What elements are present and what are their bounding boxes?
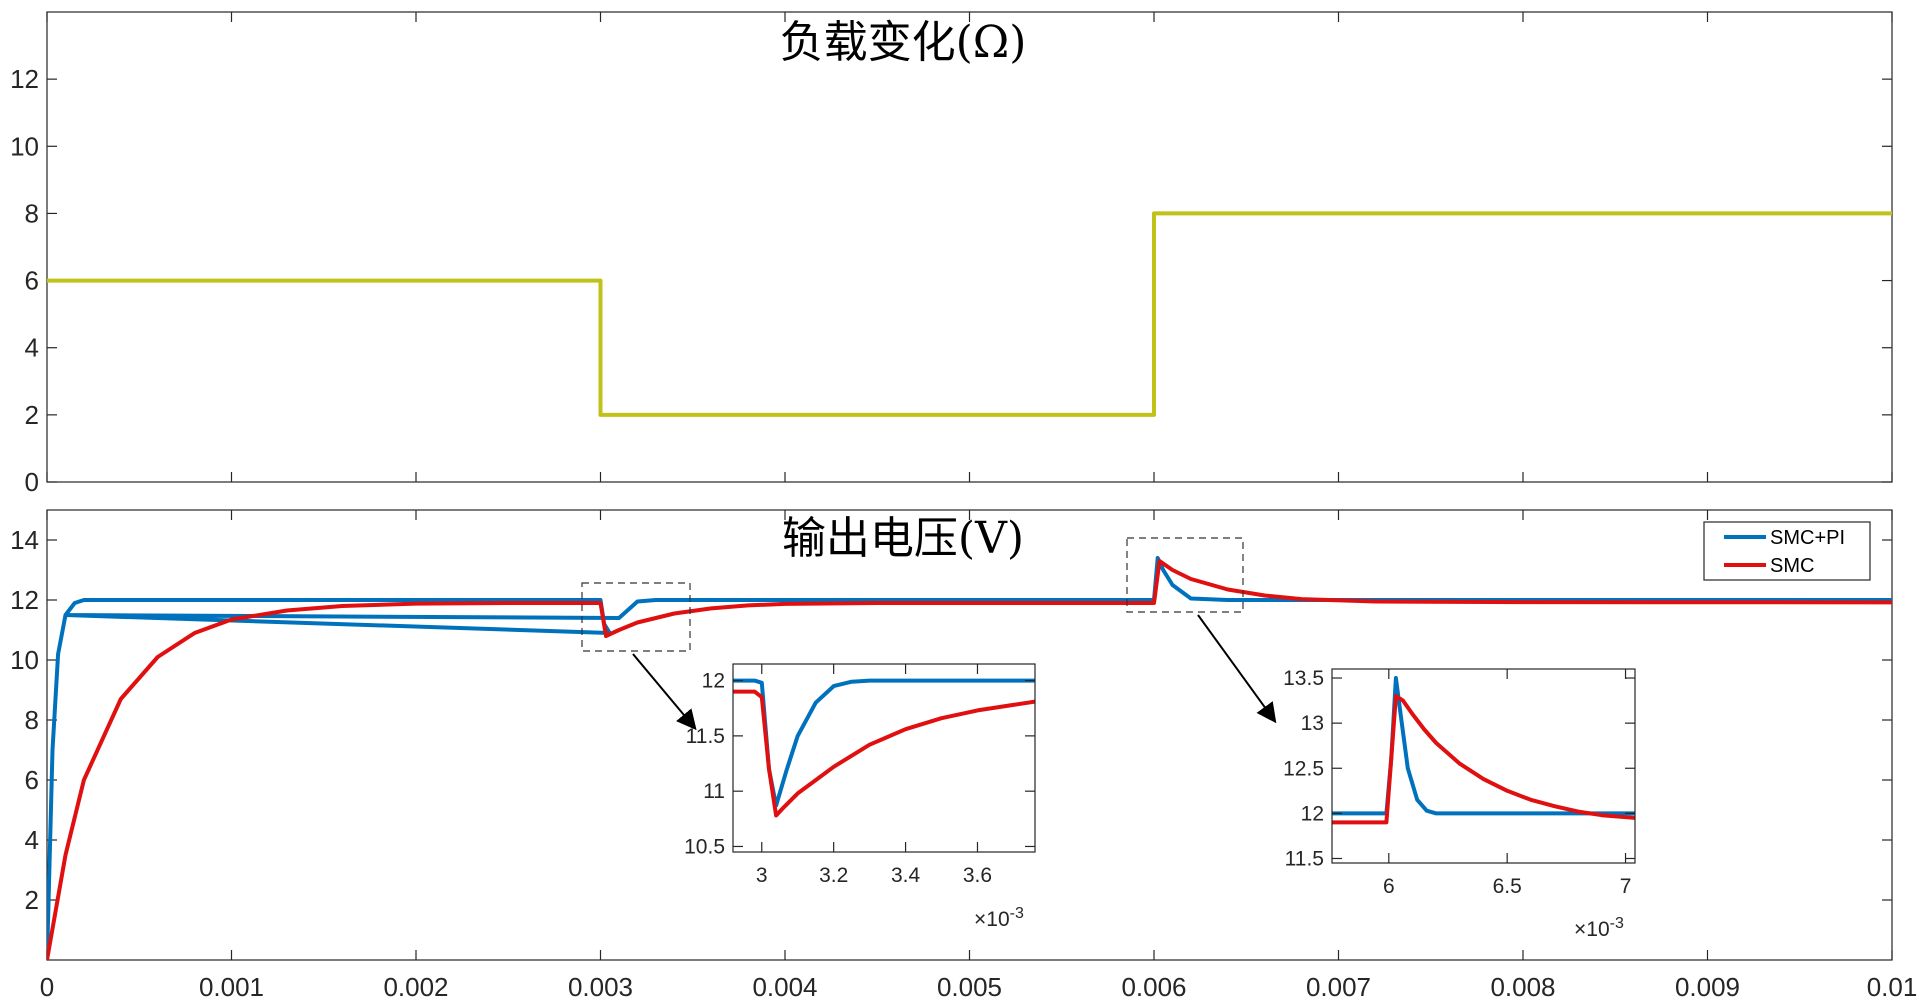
bottom-ytick-label: 2 xyxy=(25,885,39,915)
inset-2-xtick-label: 6.5 xyxy=(1493,875,1522,898)
legend-box xyxy=(1703,521,1871,581)
top-ytick-label: 12 xyxy=(10,64,39,94)
inset-2-ytick-label: 13.5 xyxy=(1283,667,1324,690)
inset-1-ytick-label: 10.5 xyxy=(684,835,725,858)
top-y-ticks: 0 2 4 6 8 10 12 xyxy=(10,64,1892,497)
inset-1-frame xyxy=(732,663,1036,853)
top-ytick-label: 0 xyxy=(25,467,39,497)
bottom-xtick-label: 0.01 xyxy=(1867,972,1918,1002)
inset-1-exponent: ×10-3 xyxy=(974,905,1024,931)
inset-2-xtick-label: 7 xyxy=(1620,875,1632,898)
inset-2-exponent: ×10-3 xyxy=(1574,915,1624,941)
top-x-ticks xyxy=(46,12,1893,482)
inset-1: 10.5 11 11.5 12 3 3.2 3.4 3.6 ×10-3 xyxy=(684,663,1036,931)
inset-2-series-smc xyxy=(1332,694,1635,825)
bottom-x-ticks: 0 0.001 0.002 0.003 0.004 0.005 0.006 0.007 0.00… xyxy=(40,510,1918,1002)
inset-1-xtick-label: 3.6 xyxy=(963,864,992,887)
top-chart-title: 负载变化(Ω) xyxy=(780,17,1027,68)
inset-1-ytick-label: 12 xyxy=(702,670,725,693)
inset-1-exponent-power: -3 xyxy=(1010,905,1024,922)
legend-label-smc: SMC xyxy=(1770,555,1814,577)
zoom-box-1 xyxy=(581,582,691,652)
top-series xyxy=(47,211,1892,417)
bottom-xtick-label: 0.008 xyxy=(1490,972,1555,1002)
bottom-ytick-label: 14 xyxy=(10,525,39,555)
top-series-0 xyxy=(47,211,1892,417)
legend: SMC+PI SMC xyxy=(1703,521,1871,581)
legend-label-smc-pi: SMC+PI xyxy=(1770,527,1845,549)
bottom-series xyxy=(47,556,1892,960)
inset-2-frame xyxy=(1331,668,1636,864)
top-ytick-label: 4 xyxy=(25,333,39,363)
bottom-y-ticks: 2 4 6 8 10 12 14 xyxy=(10,525,1892,915)
bottom-xtick-label: 0.005 xyxy=(937,972,1002,1002)
bottom-xtick-label: 0.003 xyxy=(568,972,633,1002)
inset-1-ticks: 10.5 11 11.5 12 3 3.2 3.4 3.6 xyxy=(684,664,1035,887)
top-ytick-label: 10 xyxy=(10,131,39,161)
inset-2-exponent-base: ×10 xyxy=(1574,918,1610,941)
inset-1-xtick-label: 3.2 xyxy=(819,864,848,887)
top-ytick-label: 6 xyxy=(25,266,39,296)
inset-2-series xyxy=(1332,676,1635,825)
inset-1-ytick-label: 11 xyxy=(703,780,725,803)
bottom-ytick-label: 6 xyxy=(25,765,39,795)
inset-2: 11.5 12 12.5 13 13.5 6 6.5 7 ×10-3 xyxy=(1283,667,1636,941)
inset-1-ytick-label: 11.5 xyxy=(686,725,725,748)
bottom-panel: 2 4 6 8 10 12 14 0 0.001 0.002 0.003 0.004 0.005 0.0… xyxy=(10,509,1918,1002)
top-ytick-label: 2 xyxy=(25,400,39,430)
inset-2-background xyxy=(1332,669,1635,863)
bottom-xtick-label: 0.001 xyxy=(199,972,264,1002)
bottom-series-smc xyxy=(47,559,1892,960)
bottom-xtick-label: 0.002 xyxy=(383,972,448,1002)
inset-1-series-smc xyxy=(733,689,1035,818)
inset-2-ytick-label: 12 xyxy=(1301,802,1324,825)
inset-1-xtick-label: 3 xyxy=(756,864,768,887)
inset-1-background xyxy=(733,664,1035,852)
bottom-ytick-label: 8 xyxy=(25,705,39,735)
inset-1-exponent-base: ×10 xyxy=(974,908,1010,931)
zoom-arrow-2 xyxy=(1197,614,1277,724)
inset-2-exponent-power: -3 xyxy=(1610,915,1624,932)
inset-2-ytick-label: 12.5 xyxy=(1283,757,1324,780)
bottom-series-smc-pi xyxy=(47,556,1892,960)
bottom-xtick-label: 0.009 xyxy=(1675,972,1740,1002)
bottom-ytick-label: 4 xyxy=(25,825,39,855)
top-axes-frame xyxy=(46,11,1893,483)
zoom-arrow-1 xyxy=(632,653,697,731)
top-ytick-label: 8 xyxy=(25,198,39,228)
bottom-xtick-label: 0.007 xyxy=(1306,972,1371,1002)
inset-2-ytick-label: 11.5 xyxy=(1285,847,1324,870)
inset-2-xtick-label: 6 xyxy=(1383,875,1395,898)
zoom-box-2 xyxy=(1126,537,1244,613)
bottom-chart-title: 输出电压(V) xyxy=(782,513,1024,564)
bottom-xtick-label: 0.004 xyxy=(752,972,817,1002)
inset-1-series xyxy=(733,678,1035,818)
bottom-ytick-label: 12 xyxy=(10,585,39,615)
bottom-xtick-label: 0.006 xyxy=(1121,972,1186,1002)
inset-1-xtick-label: 3.4 xyxy=(891,864,921,887)
bottom-xtick-label: 0 xyxy=(40,972,54,1002)
bottom-ytick-label: 10 xyxy=(10,645,39,675)
inset-2-ytick-label: 13 xyxy=(1301,712,1324,735)
top-panel: 0 2 4 6 8 10 12 负载变化(Ω) xyxy=(10,11,1893,497)
inset-2-ticks: 11.5 12 12.5 13 13.5 6 6.5 7 xyxy=(1283,667,1635,898)
